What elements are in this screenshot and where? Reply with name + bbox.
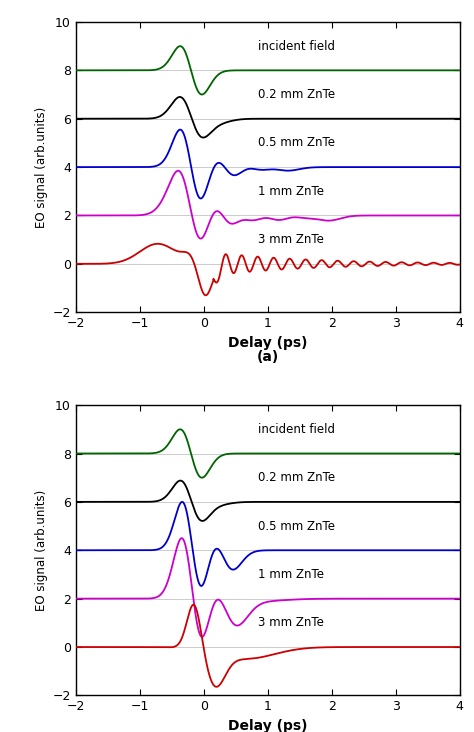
Text: 3 mm ZnTe: 3 mm ZnTe xyxy=(258,616,324,630)
Text: 0.5 mm ZnTe: 0.5 mm ZnTe xyxy=(258,136,335,149)
X-axis label: Delay (ps): Delay (ps) xyxy=(228,336,308,350)
Y-axis label: EO signal (arb.units): EO signal (arb.units) xyxy=(36,490,48,611)
Text: 0.2 mm ZnTe: 0.2 mm ZnTe xyxy=(258,88,335,101)
Text: 0.2 mm ZnTe: 0.2 mm ZnTe xyxy=(258,471,335,484)
Text: 0.5 mm ZnTe: 0.5 mm ZnTe xyxy=(258,520,335,533)
Y-axis label: EO signal (arb.units): EO signal (arb.units) xyxy=(36,106,48,228)
Text: incident field: incident field xyxy=(258,423,335,436)
Text: 1 mm ZnTe: 1 mm ZnTe xyxy=(258,568,324,581)
Text: 3 mm ZnTe: 3 mm ZnTe xyxy=(258,234,324,246)
X-axis label: Delay (ps): Delay (ps) xyxy=(228,719,308,732)
Text: (a): (a) xyxy=(257,350,279,364)
Text: 1 mm ZnTe: 1 mm ZnTe xyxy=(258,184,324,198)
Text: incident field: incident field xyxy=(258,40,335,53)
